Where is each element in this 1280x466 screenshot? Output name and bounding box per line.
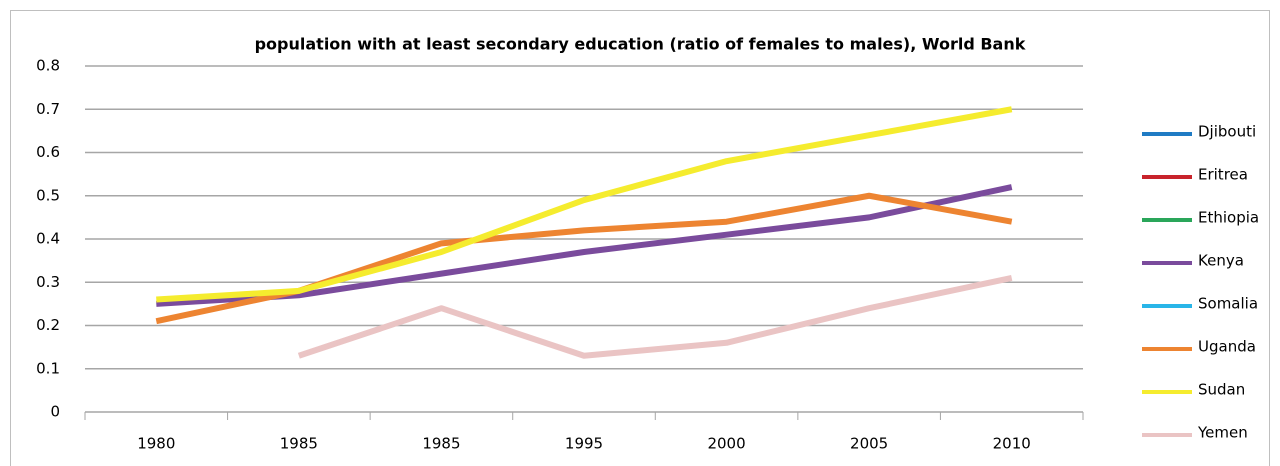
legend-label: Somalia: [1198, 295, 1258, 313]
x-tick-label: 2010: [993, 435, 1031, 453]
series-line: [297, 274, 1013, 359]
legend-label: Ethiopia: [1198, 209, 1259, 227]
y-tick-label: 0.2: [36, 316, 60, 334]
x-tick-label: 1985: [280, 435, 318, 453]
legend-label: Eritrea: [1198, 166, 1248, 184]
y-tick-label: 0.6: [36, 143, 60, 161]
legend-label: Sudan: [1198, 381, 1245, 399]
x-tick-label: 1980: [137, 435, 175, 453]
legend-label: Uganda: [1198, 338, 1256, 356]
y-tick-label: 0.8: [36, 57, 60, 75]
chart-border: [10, 10, 1270, 466]
chart-title: population with at least secondary educa…: [255, 35, 1026, 54]
series-line: [156, 106, 1013, 303]
series-line: [156, 184, 1013, 307]
x-tick-label: 2000: [707, 435, 745, 453]
y-tick-label: 0: [50, 403, 60, 421]
y-tick-label: 0.7: [36, 100, 60, 118]
y-tick-label: 0.1: [36, 359, 60, 377]
legend-label: Djibouti: [1198, 123, 1256, 141]
x-tick-label: 1985: [422, 435, 460, 453]
x-tick-label: 2005: [850, 435, 888, 453]
y-tick-label: 0.5: [36, 186, 60, 204]
legend-label: Yemen: [1197, 424, 1248, 442]
legend-label: Kenya: [1198, 252, 1244, 270]
x-tick-label: 1995: [565, 435, 603, 453]
y-tick-label: 0.4: [36, 230, 60, 248]
y-tick-label: 0.3: [36, 273, 60, 291]
